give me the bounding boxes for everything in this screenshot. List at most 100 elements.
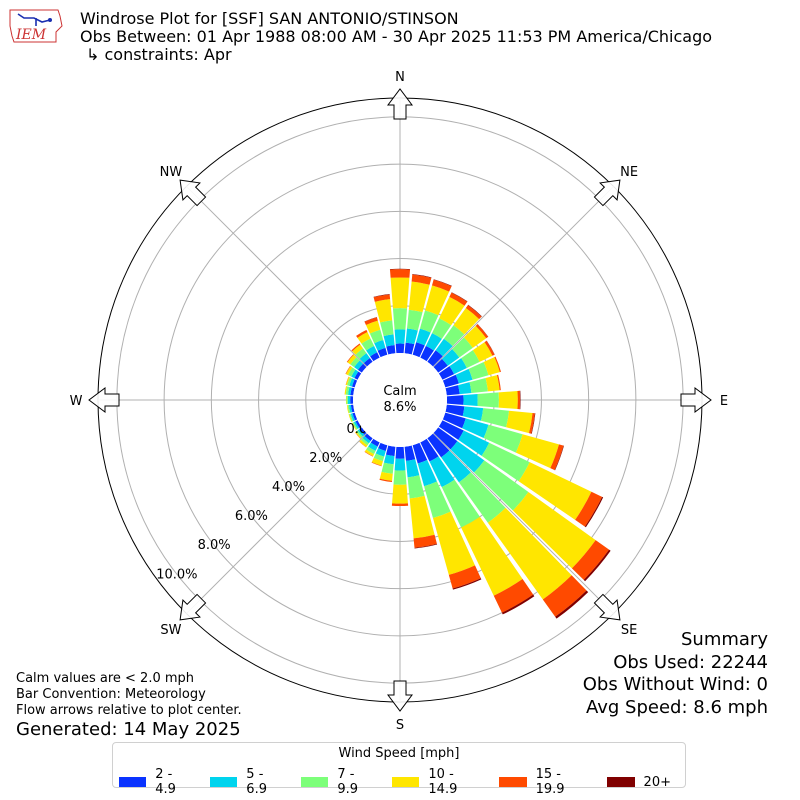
legend-swatch: [301, 777, 329, 787]
bar-dir-270-bin-2: [346, 395, 348, 405]
bar-dir-90-bin-4: [517, 390, 521, 410]
bar-dir-320-bin-4: [351, 343, 361, 352]
bar-dir-170-bin-1: [405, 459, 420, 478]
bar-dir-90-bin-3: [498, 390, 518, 410]
bar-dir-60-bin-1: [449, 358, 467, 375]
bar-dir-60-bin-2: [461, 350, 480, 368]
bar-dir-30-bin-0: [420, 345, 434, 362]
bar-dir-40-bin-2: [443, 325, 465, 347]
bar-dir-80-bin-3: [485, 375, 500, 392]
bar-dir-70-bin-4: [494, 356, 501, 373]
bar-dir-270-bin-0: [350, 396, 354, 404]
bar-dir-240-bin-1: [353, 421, 360, 429]
bar-dir-260-bin-0: [350, 404, 355, 413]
legend-item: 5 - 6.9: [210, 767, 287, 797]
bar-dir-210-bin-4: [364, 451, 374, 457]
bar-dir-200-bin-3: [371, 457, 383, 466]
legend-swatch: [606, 777, 635, 787]
bar-dir-80-bin-0: [445, 385, 460, 396]
bar-dir-290-bin-4: [345, 376, 349, 385]
bar-dir-280-bin-0: [350, 387, 355, 396]
bar-dir-20-bin-4: [432, 279, 452, 292]
bar-dir-100-bin-4: [528, 412, 535, 434]
bar-dir-150-bin-1: [429, 456, 455, 488]
bar-dir-110-bin-1: [462, 418, 489, 438]
radial-tick-label: 4.0%: [272, 480, 305, 495]
bar-dir-10-bin-0: [404, 342, 415, 355]
legend-item: 15 - 19.9: [499, 767, 592, 797]
calm-note: Calm values are < 2.0 mph: [16, 671, 195, 686]
bar-dir-230-bin-4: [354, 432, 361, 439]
bar-dir-70-bin-1: [455, 368, 473, 384]
bar-dir-310-bin-0: [357, 363, 367, 373]
legend-item: 20+: [606, 774, 671, 790]
bar-dir-300-bin-2: [348, 367, 356, 377]
bar-dir-210-bin-2: [366, 446, 376, 455]
bar-dir-320-bin-0: [363, 357, 373, 367]
bar-dir-30-bin-5: [451, 292, 468, 302]
legend: Wind Speed [mph] 2 - 4.9 5 - 6.9 7 - 9.9 10…: [112, 742, 686, 797]
bar-dir-310-bin-4: [346, 354, 354, 363]
legend-label: 20+: [643, 774, 671, 790]
flow-arrow-icon: [179, 593, 207, 621]
bar-dir-290-bin-2: [346, 377, 353, 386]
bar-dir-220-bin-3: [359, 439, 368, 448]
bar-dir-50-bin-1: [442, 348, 460, 366]
compass-label-S: S: [396, 718, 404, 733]
bar-dir-70-bin-2: [468, 362, 489, 380]
bar-dir-170-bin-3: [409, 495, 435, 539]
bar-dir-40-bin-1: [435, 338, 453, 357]
bar-dir-20-bin-0: [412, 342, 425, 358]
legend-item: 2 - 4.9: [119, 767, 196, 797]
avg-speed: Avg Speed: 8.6 mph: [586, 696, 768, 718]
bar-dir-10-bin-3: [408, 281, 430, 313]
bar-dir-290-bin-0: [352, 379, 358, 388]
bar-dir-120-bin-2: [481, 442, 530, 482]
bar-dir-40-bin-3: [453, 308, 480, 335]
bar-dir-70-bin-0: [442, 374, 459, 388]
bar-dir-350-bin-1: [383, 334, 395, 347]
bar-dir-280-bin-2: [345, 386, 350, 395]
bar-dir-130-bin-2: [474, 460, 529, 511]
bar-dir-60-bin-0: [438, 366, 455, 380]
bar-dir-150-bin-5: [501, 594, 535, 615]
bar-dir-0-bin-2: [392, 308, 408, 330]
bar-dir-80-bin-1: [458, 382, 472, 395]
bar-dir-310-bin-3: [347, 354, 357, 365]
bar-dir-280-bin-3: [344, 386, 348, 395]
bar-dir-330-bin-1: [366, 345, 378, 357]
bar-dir-190-bin-2: [381, 462, 394, 474]
windrose-bars: [344, 268, 611, 619]
logo-station-dot: [48, 18, 52, 22]
bar-dir-120-bin-3: [518, 462, 592, 520]
bar-dir-40-bin-0: [427, 350, 443, 367]
bar-dir-70-bin-3: [483, 357, 500, 376]
bar-dir-250-bin-1: [350, 413, 356, 422]
bar-dir-120-bin-4: [575, 491, 603, 527]
bar-dir-200-bin-1: [375, 448, 386, 457]
legend-swatch: [392, 777, 420, 787]
bar-dir-350-bin-0: [386, 344, 396, 355]
bar-dir-80-bin-4: [496, 374, 501, 391]
flow-arrow-icon: [88, 387, 120, 413]
bar-dir-100-bin-0: [445, 404, 465, 417]
bar-dir-250-bin-0: [352, 412, 358, 421]
bar-dir-0-bin-4: [389, 269, 411, 278]
bar-dir-340-bin-3: [365, 320, 381, 334]
bar-dir-140-bin-0: [427, 433, 450, 458]
bar-dir-350-bin-2: [380, 320, 394, 337]
legend-label: 2 - 4.9: [155, 767, 176, 797]
bar-dir-190-bin-3: [379, 471, 393, 481]
bar-dir-60-bin-3: [472, 342, 493, 362]
bar-dir-300-bin-4: [345, 365, 351, 375]
bar-dir-340-bin-4: [364, 317, 378, 325]
bar-dir-150-bin-0: [420, 438, 439, 462]
summary-heading: Summary: [681, 629, 768, 650]
bar-dir-300-bin-1: [351, 369, 359, 379]
bar-dir-350-bin-5: [373, 294, 390, 298]
bar-dir-60-bin-5: [486, 340, 495, 355]
bar-dir-260-bin-3: [346, 405, 349, 414]
bar-dir-0-bin-3: [390, 277, 410, 309]
bar-dir-130-bin-3: [512, 491, 596, 569]
